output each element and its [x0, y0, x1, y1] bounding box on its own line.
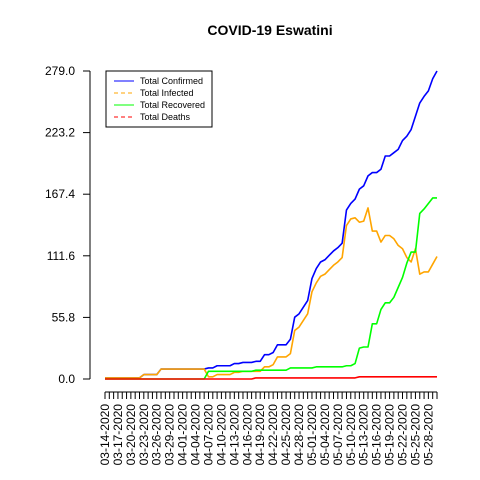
- legend-label: Total Deaths: [140, 112, 191, 122]
- x-tick-label: 05-13-2020: [357, 404, 371, 466]
- legend-label: Total Confirmed: [140, 76, 203, 86]
- legend-label: Total Infected: [140, 88, 194, 98]
- x-tick-label: 05-01-2020: [305, 404, 319, 466]
- x-tick-label: 03-26-2020: [150, 404, 164, 466]
- x-tick-label: 04-19-2020: [253, 404, 267, 466]
- x-tick-label: 05-10-2020: [344, 404, 358, 466]
- y-tick-label: 167.4: [45, 187, 75, 201]
- x-axis: 03-14-202003-17-202003-20-202003-23-2020…: [98, 391, 438, 466]
- x-tick-label: 04-01-2020: [176, 404, 190, 466]
- x-tick-label: 04-04-2020: [189, 404, 203, 466]
- y-tick-label: 279.0: [45, 64, 75, 78]
- x-tick-label: 05-19-2020: [383, 404, 397, 466]
- series-line-total-deaths: [105, 375, 437, 380]
- x-tick-label: 03-14-2020: [98, 404, 112, 466]
- x-tick-label: 03-29-2020: [163, 404, 177, 466]
- x-tick-label: 03-23-2020: [137, 404, 151, 466]
- x-tick-label: 04-07-2020: [201, 404, 215, 466]
- x-tick-label: 03-20-2020: [124, 404, 138, 466]
- x-tick-label: 04-13-2020: [227, 404, 241, 466]
- x-tick-label: 05-16-2020: [370, 404, 384, 466]
- x-tick-label: 05-07-2020: [331, 404, 345, 466]
- x-tick-label: 05-22-2020: [396, 404, 410, 466]
- x-tick-label: 05-28-2020: [421, 404, 435, 466]
- legend-box: [105, 70, 213, 128]
- y-tick-label: 0.0: [58, 372, 75, 386]
- x-tick-label: 04-16-2020: [240, 404, 254, 466]
- x-tick-label: 05-25-2020: [408, 404, 422, 466]
- y-tick-label: 111.6: [47, 249, 76, 263]
- legend: Total Confirmed Total Infected Total Recov…: [105, 70, 213, 128]
- series-line-total-recovered: [105, 197, 437, 380]
- legend-label: Total Recovered: [140, 100, 205, 110]
- y-tick-label: 223.2: [45, 126, 75, 140]
- x-tick-label: 04-22-2020: [266, 404, 280, 466]
- chart-title: COVID-19 Eswatini: [207, 22, 332, 38]
- x-tick-label: 05-04-2020: [318, 404, 332, 466]
- x-tick-label: 04-10-2020: [214, 404, 228, 466]
- x-tick-label: 03-17-2020: [111, 404, 125, 466]
- y-axis: 0.0 55.8 111.6 167.4 223.2 279.0: [45, 64, 91, 386]
- y-tick-label: 55.8: [52, 310, 76, 324]
- series-line-total-infected: [105, 207, 438, 379]
- series-layer: [105, 70, 438, 380]
- x-tick-label: 04-28-2020: [292, 404, 306, 466]
- x-tick-label: 04-25-2020: [279, 404, 293, 466]
